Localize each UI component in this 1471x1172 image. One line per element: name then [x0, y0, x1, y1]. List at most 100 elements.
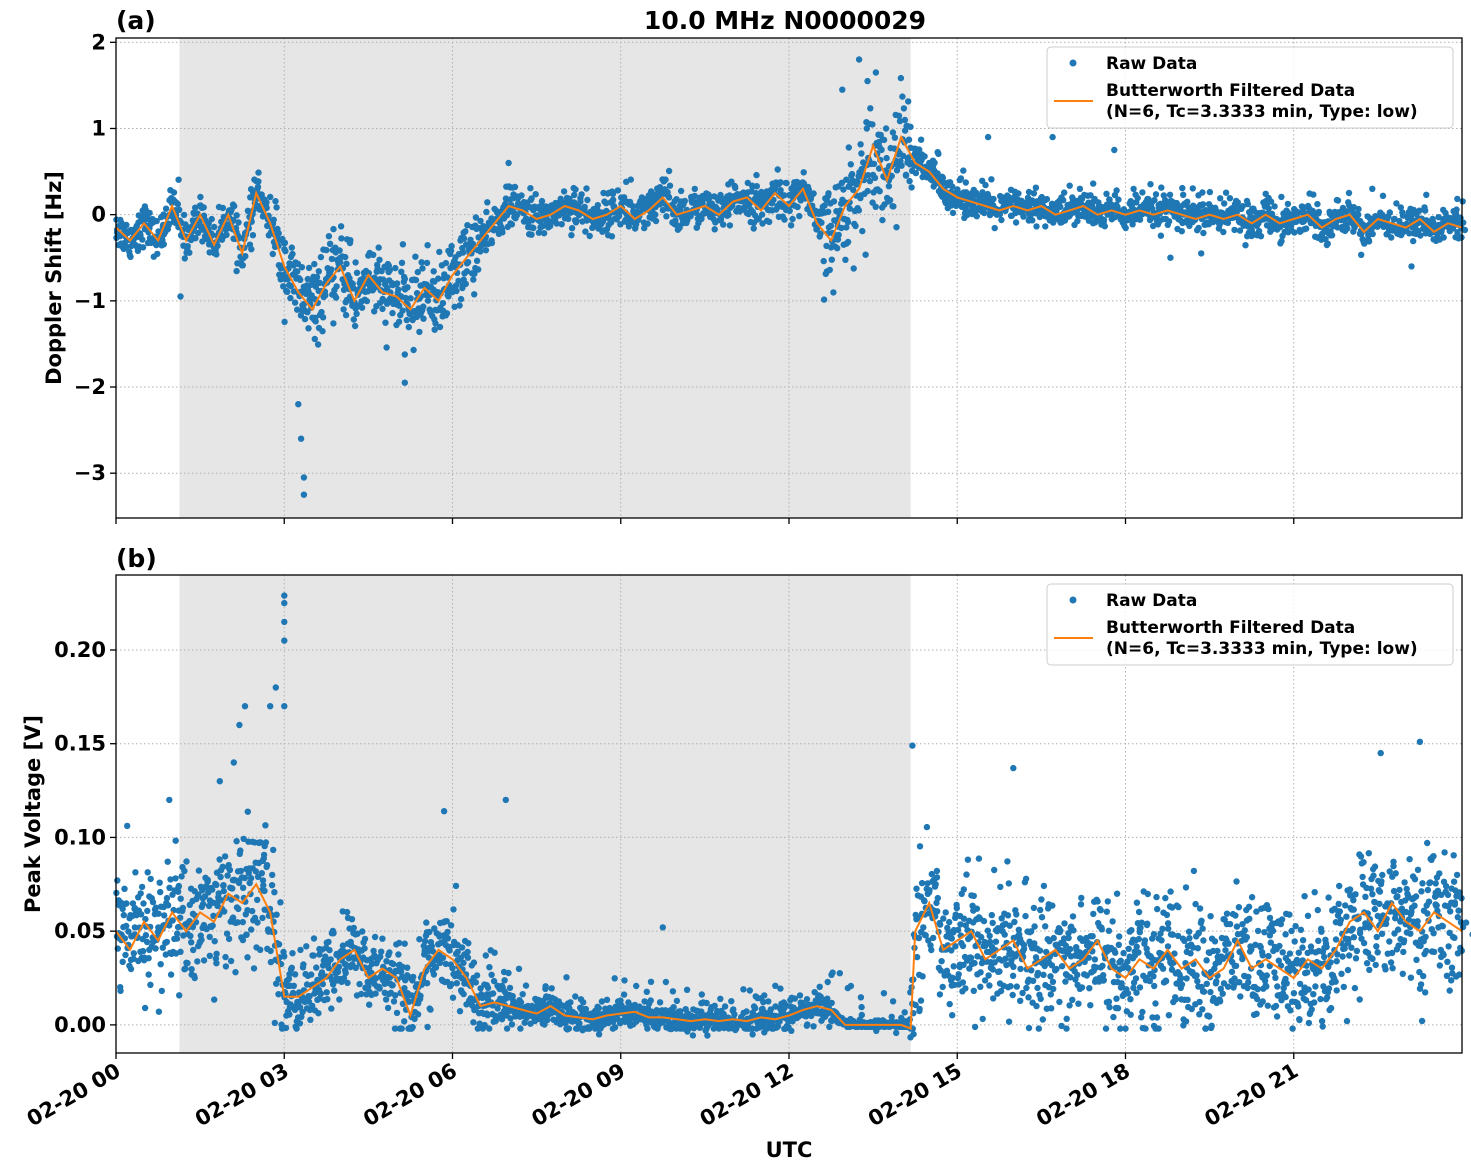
raw-data-point	[300, 961, 307, 968]
raw-data-point	[662, 176, 669, 183]
raw-data-point	[160, 211, 167, 218]
raw-data-point	[1234, 199, 1242, 206]
raw-data-point	[913, 885, 920, 892]
raw-data-point	[540, 230, 548, 237]
raw-data-point	[652, 211, 659, 218]
raw-data-point	[351, 322, 359, 330]
raw-data-point	[427, 1006, 434, 1013]
raw-data-point	[456, 302, 463, 309]
raw-data-point	[328, 1005, 335, 1012]
raw-data-point	[475, 266, 482, 273]
raw-data-point	[304, 286, 312, 293]
raw-data-point	[691, 192, 698, 200]
raw-data-point	[181, 867, 188, 875]
raw-data-point	[1334, 224, 1341, 231]
y-tick-label: −2	[74, 375, 106, 399]
raw-data-point	[243, 931, 250, 938]
raw-data-point	[114, 233, 121, 240]
raw-data-point	[329, 291, 336, 298]
raw-data-point	[796, 992, 804, 999]
raw-data-point	[286, 1011, 293, 1018]
raw-data-point	[895, 112, 903, 120]
raw-data-point	[1310, 191, 1317, 198]
raw-data-point	[1070, 927, 1077, 934]
raw-data-point	[1343, 222, 1350, 230]
y-tick-label: 1	[91, 116, 106, 140]
raw-data-point	[237, 847, 244, 854]
raw-data-point	[289, 250, 296, 258]
raw-data-point	[581, 203, 588, 211]
raw-data-point	[1141, 937, 1149, 944]
grid-a	[116, 38, 1462, 518]
raw-data-point	[197, 193, 204, 201]
raw-data-point	[281, 318, 288, 326]
raw-data-point	[419, 265, 426, 272]
raw-data-point	[538, 202, 545, 210]
raw-data-point	[370, 251, 377, 258]
raw-data-point	[262, 822, 269, 829]
raw-data-point	[176, 992, 183, 999]
raw-data-point	[492, 226, 500, 233]
raw-data-point	[223, 231, 230, 238]
raw-data-point	[1147, 181, 1154, 188]
raw-data-point	[665, 167, 673, 175]
raw-data-point	[663, 213, 670, 220]
raw-data-point	[255, 178, 262, 185]
raw-data-point	[786, 207, 793, 214]
raw-data-point	[844, 218, 852, 226]
raw-data-point	[1080, 210, 1088, 217]
raw-data-point	[470, 1019, 477, 1026]
raw-data-point	[121, 885, 128, 892]
raw-data-point	[375, 244, 382, 251]
raw-data-point	[1369, 230, 1376, 238]
raw-data-point	[532, 191, 539, 198]
y-tick-label: −3	[74, 461, 106, 485]
raw-data-point	[731, 183, 739, 190]
raw-data-point	[843, 176, 850, 183]
raw-data-point	[852, 222, 859, 230]
raw-data-point	[882, 125, 890, 132]
raw-data-point	[281, 953, 288, 960]
raw-data-outlier	[401, 379, 408, 386]
raw-data-point	[1251, 231, 1259, 238]
raw-data-point	[928, 946, 935, 954]
raw-data-point	[1004, 192, 1011, 199]
raw-data-point	[844, 238, 852, 246]
raw-data-point	[930, 934, 937, 942]
raw-data-point	[297, 276, 304, 283]
raw-data-point	[164, 902, 172, 909]
y-tick-label: −1	[74, 289, 106, 313]
raw-data-point	[211, 938, 218, 945]
raw-data-point	[935, 150, 942, 157]
raw-data-point	[284, 288, 291, 295]
raw-data-point	[213, 950, 220, 957]
raw-data-point	[1017, 965, 1024, 973]
raw-data-point	[850, 186, 857, 193]
raw-data-point	[970, 987, 977, 994]
raw-data-point	[1037, 995, 1044, 1003]
raw-data-point	[503, 1025, 511, 1032]
raw-data-point	[753, 171, 760, 179]
raw-data-point	[239, 262, 246, 269]
raw-data-point	[870, 160, 878, 168]
raw-data-point	[641, 224, 648, 232]
raw-data-point	[488, 971, 495, 978]
raw-data-point	[988, 911, 995, 919]
raw-data-point	[1130, 217, 1137, 224]
raw-data-point	[828, 999, 835, 1007]
raw-data-point	[311, 335, 318, 343]
raw-data-point	[896, 117, 904, 125]
raw-data-point	[1086, 985, 1093, 992]
raw-data-point	[565, 215, 572, 223]
raw-data-point	[273, 911, 280, 918]
raw-data-point	[608, 233, 616, 240]
raw-data-point	[154, 250, 161, 258]
raw-data-point	[460, 959, 467, 966]
raw-data-point	[269, 250, 276, 258]
raw-data-point	[648, 189, 656, 197]
raw-data-point	[1155, 1025, 1162, 1032]
raw-data-point	[194, 958, 201, 965]
raw-data-point	[946, 1000, 953, 1008]
raw-data-point	[198, 936, 205, 944]
raw-data-point	[395, 951, 402, 958]
